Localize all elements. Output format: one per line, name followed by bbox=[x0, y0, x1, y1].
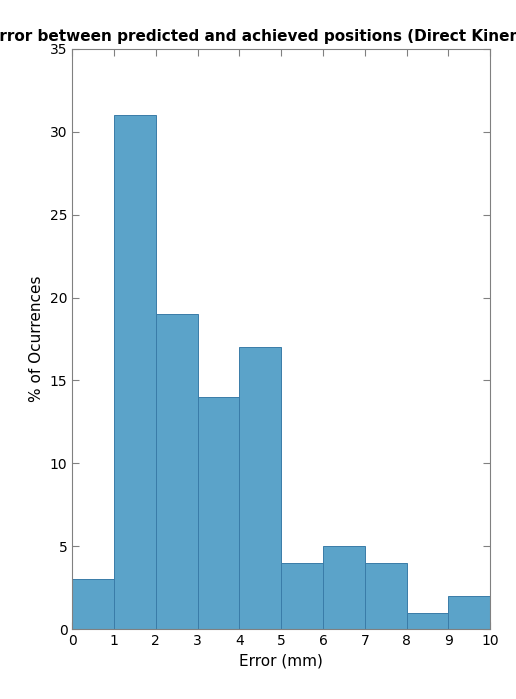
Bar bbox=[407, 612, 448, 629]
Bar bbox=[114, 115, 156, 629]
Bar bbox=[448, 596, 490, 629]
Bar bbox=[239, 347, 281, 629]
X-axis label: Error (mm): Error (mm) bbox=[239, 654, 323, 668]
Bar bbox=[490, 596, 516, 629]
Y-axis label: % of Ocurrences: % of Ocurrences bbox=[29, 276, 44, 402]
Bar bbox=[323, 546, 365, 629]
Bar bbox=[198, 397, 239, 629]
Bar bbox=[72, 579, 114, 629]
Title: Error between predicted and achieved positions (Direct Kinematics): Error between predicted and achieved pos… bbox=[0, 29, 516, 43]
Bar bbox=[156, 314, 198, 629]
Bar bbox=[365, 563, 407, 629]
Bar bbox=[281, 563, 323, 629]
